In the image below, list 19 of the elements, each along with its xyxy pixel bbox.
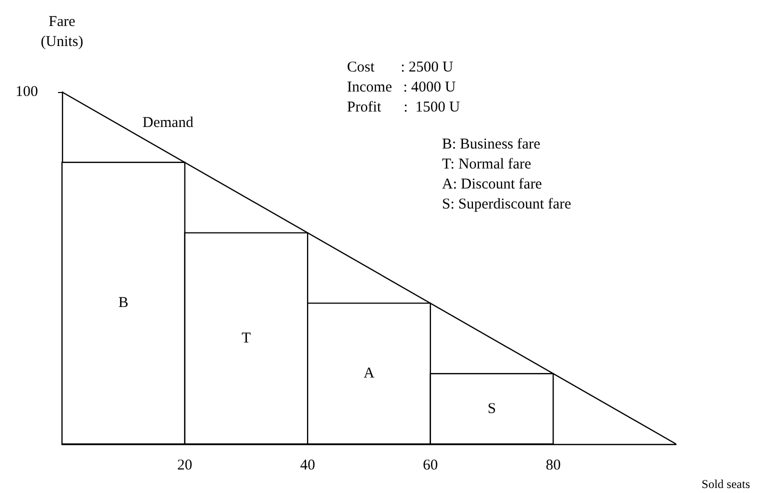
annotation: A: Discount fare [442, 176, 542, 192]
annotation: S: Superdiscount fare [442, 196, 572, 212]
text: Cost : 2500 U [347, 60, 454, 76]
annotation: B [118, 295, 128, 312]
x-tick-label: 20 [177, 458, 192, 474]
x-tick-label: 80 [546, 458, 561, 474]
y-tick-label: 100 [16, 84, 38, 100]
x-axis-title: Sold seats [702, 477, 750, 491]
x-tick-label: 60 [422, 458, 438, 474]
annotation: A [364, 366, 375, 382]
annotation: T: Normal fare [442, 156, 532, 172]
annotation: Profit : 1500 U [347, 100, 460, 116]
x-tick-label: 40 [300, 458, 316, 474]
annotation: S [488, 400, 496, 417]
y-axis-title: Fare (Units) [40, 14, 84, 50]
annotation: B: Business fare [442, 136, 541, 152]
annotation: T [242, 330, 251, 346]
series-label: Demand [142, 114, 194, 131]
annotation: Income : 4000 U [347, 80, 456, 96]
